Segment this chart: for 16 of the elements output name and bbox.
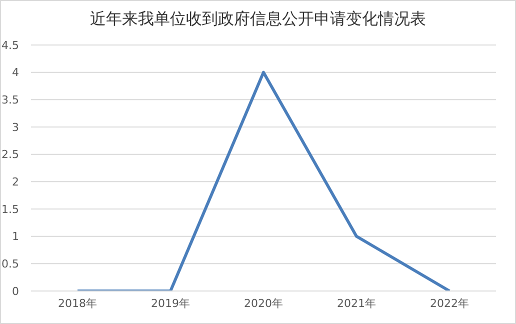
x-tick-label: 2022年 [430,296,469,310]
y-tick-label: 2.5 [2,148,19,162]
y-tick-label: 4 [12,66,19,80]
y-tick-label: 3.5 [2,94,19,107]
y-tick-label: 1 [12,230,19,244]
x-tick-label: 2019年 [151,296,190,310]
x-tick-label: 2021年 [337,296,376,310]
y-tick-label: 4.5 [2,38,19,52]
y-tick-label: 1.5 [2,202,19,216]
y-tick-label: 0.5 [2,258,19,271]
y-tick-label: 3 [12,120,19,134]
y-tick-label: 2 [12,176,19,189]
x-tick-label: 2020年 [244,296,283,310]
chart-title: 近年来我单位收到政府信息公开申请变化情况表 [89,9,427,30]
x-tick-label: 2018年 [58,296,97,310]
y-tick-label: 0 [12,284,19,298]
